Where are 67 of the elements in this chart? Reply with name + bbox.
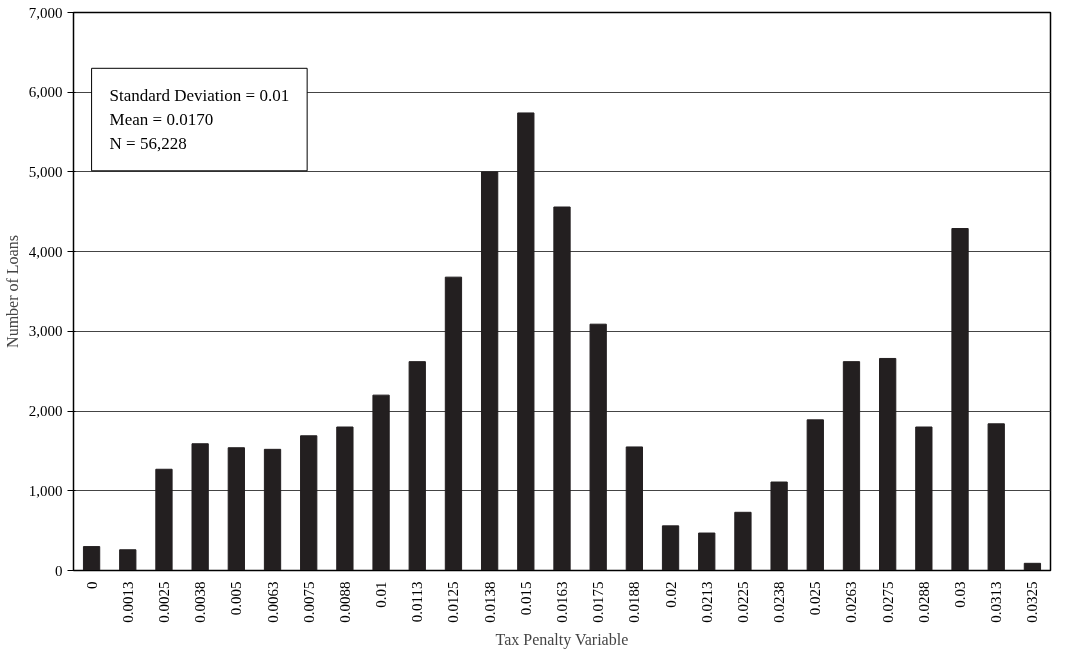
x-tick-label: 0.0213 (698, 581, 715, 623)
bar (82, 546, 101, 571)
x-tick-label: 0.0013 (119, 581, 136, 623)
x-tick-label: 0.0288 (915, 581, 932, 623)
bar (879, 357, 897, 571)
bar (263, 448, 282, 571)
bar (300, 435, 318, 571)
bar (625, 446, 644, 571)
y-tick-label: 4,000 (28, 243, 63, 260)
x-tick-label: 0.0063 (264, 581, 281, 623)
y-axis-title: Number of Loans (3, 235, 21, 348)
bar (734, 511, 752, 571)
bar (444, 276, 463, 571)
bar (842, 361, 861, 571)
y-tick-label: 2,000 (28, 403, 63, 420)
x-tick-label: 0.0125 (445, 581, 462, 623)
x-tick-label: 0.015 (517, 581, 534, 616)
x-tick-label: 0.0313 (988, 581, 1005, 623)
y-tick-label: 3,000 (28, 323, 63, 340)
bar (372, 394, 390, 571)
x-tick-label: 0.0325 (1024, 581, 1041, 623)
x-tick-label: 0.0038 (192, 581, 209, 623)
x-tick-label: 0.0075 (300, 581, 317, 623)
x-tick-label: 0.0138 (481, 581, 498, 623)
y-tick-label: 5,000 (28, 163, 63, 180)
bar (119, 549, 137, 571)
bar (227, 447, 245, 571)
y-tick-label: 1,000 (28, 482, 63, 499)
x-tick-label: 0.03 (952, 581, 969, 608)
annotation: Standard Deviation = 0.01 (109, 86, 290, 106)
bar (553, 206, 571, 571)
bar (589, 323, 607, 571)
x-tick-label: 0.0225 (734, 581, 751, 623)
annotation: Mean = 0.0170 (109, 110, 214, 130)
bar (987, 423, 1005, 571)
bar (915, 426, 933, 571)
bar (1023, 562, 1042, 571)
bar (770, 481, 788, 571)
x-axis-title: Tax Penalty Variable (495, 630, 629, 649)
x-tick-label: 0.025 (807, 581, 824, 616)
x-tick-label: 0.0263 (843, 581, 860, 623)
x-tick-label: 0.0238 (771, 581, 788, 623)
x-tick-label: 0.0113 (409, 581, 426, 623)
bar (336, 426, 354, 571)
bar (806, 419, 824, 571)
x-tick-label: 0.0025 (155, 581, 172, 623)
y-tick-label: 6,000 (28, 84, 63, 101)
x-tick-label: 0.005 (228, 581, 245, 616)
y-tick-label: 7,000 (28, 4, 63, 21)
x-tick-label: 0.02 (662, 581, 679, 608)
x-tick-label: 0.01 (373, 581, 390, 608)
bar (951, 228, 969, 571)
bar (408, 361, 426, 571)
x-tick-label: 0.0188 (626, 581, 643, 623)
x-tick-label: 0 (83, 581, 100, 589)
annotation: N = 56,228 (109, 133, 187, 153)
bar (480, 171, 499, 571)
x-tick-label: 0.0175 (590, 581, 607, 623)
x-tick-label: 0.0163 (554, 581, 570, 623)
bar (191, 443, 209, 571)
bar (517, 112, 535, 571)
bar (661, 525, 680, 571)
x-tick-label: 0.0088 (336, 581, 353, 623)
y-tick-label: 0 (55, 562, 63, 579)
x-tick-label: 0.0275 (879, 581, 896, 623)
bar (698, 532, 716, 571)
bar (155, 468, 173, 571)
